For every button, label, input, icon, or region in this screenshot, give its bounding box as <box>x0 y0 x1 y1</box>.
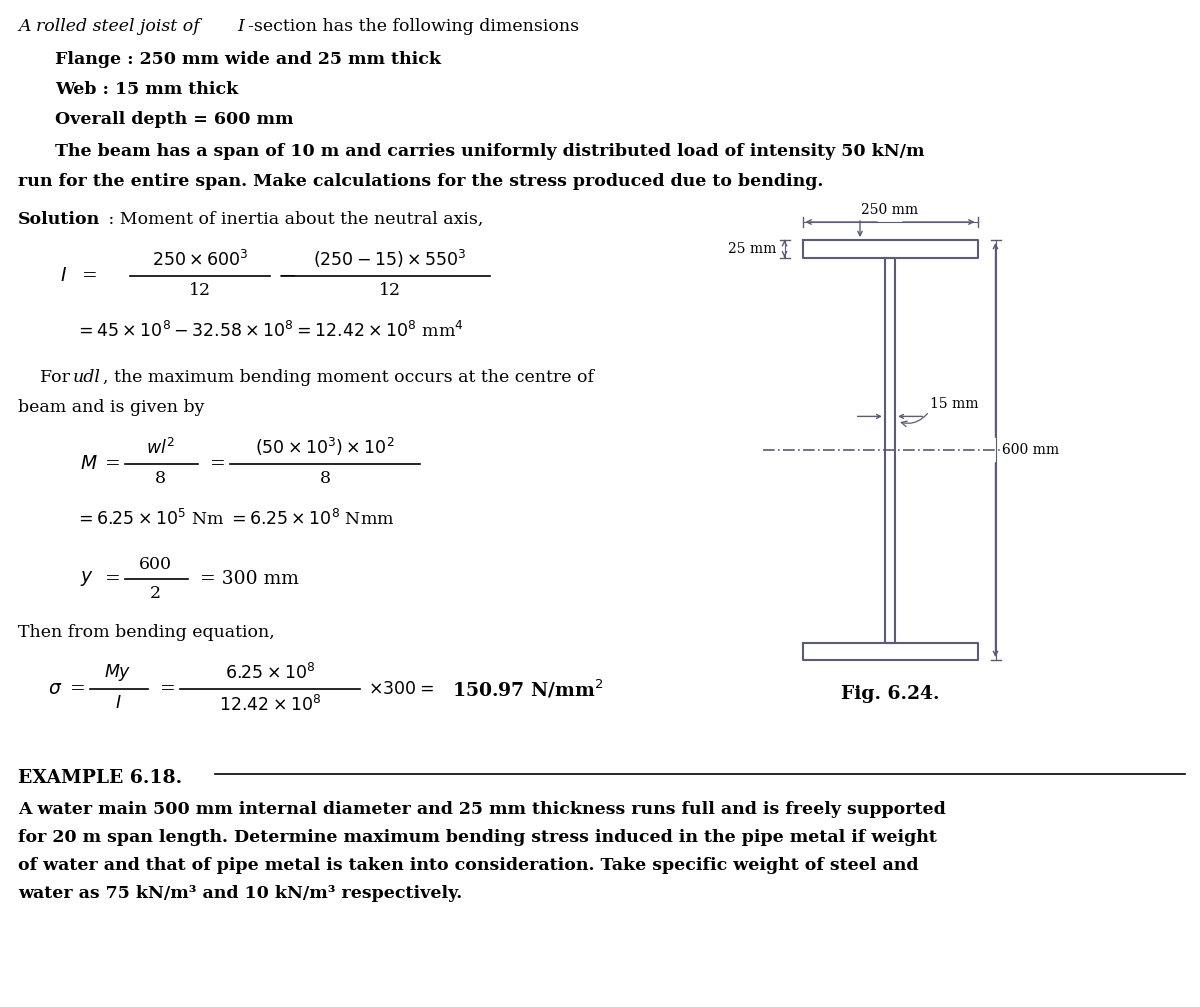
Text: I: I <box>238 18 244 35</box>
Text: $(50 \times 10^3) \times 10^2$: $(50 \times 10^3) \times 10^2$ <box>256 436 395 458</box>
Text: $I$: $I$ <box>115 695 121 712</box>
Text: Then from bending equation,: Then from bending equation, <box>18 624 275 641</box>
Text: beam and is given by: beam and is given by <box>18 399 204 416</box>
Text: $wl^2$: $wl^2$ <box>145 438 174 458</box>
Text: A water main 500 mm internal diameter and 25 mm thickness runs full and is freel: A water main 500 mm internal diameter an… <box>18 801 946 818</box>
Text: udl: udl <box>73 369 101 386</box>
Text: 2: 2 <box>150 585 161 602</box>
Text: of water and that of pipe metal is taken into consideration. Take specific weigh: of water and that of pipe metal is taken… <box>18 857 918 874</box>
Text: 12: 12 <box>379 282 401 299</box>
Text: $y$: $y$ <box>80 570 94 588</box>
Text: 150.97 N/mm$^2$: 150.97 N/mm$^2$ <box>452 678 604 700</box>
Text: $250 \times 600^3$: $250 \times 600^3$ <box>151 250 248 270</box>
Text: Overall depth = 600 mm: Overall depth = 600 mm <box>55 111 294 128</box>
Text: $(250 - 15) \times 550^3$: $(250 - 15) \times 550^3$ <box>313 248 467 270</box>
Text: 250 mm: 250 mm <box>862 203 918 217</box>
Text: 600: 600 <box>138 556 172 573</box>
Text: Web : 15 mm thick: Web : 15 mm thick <box>55 81 239 98</box>
Text: 25 mm: 25 mm <box>728 242 776 256</box>
Text: 15 mm: 15 mm <box>930 398 979 412</box>
Text: EXAMPLE 6.18.: EXAMPLE 6.18. <box>18 769 182 787</box>
Text: run for the entire span. Make calculations for the stress produced due to bendin: run for the entire span. Make calculatio… <box>18 173 823 190</box>
Text: 600 mm: 600 mm <box>1002 443 1058 457</box>
Text: =: = <box>106 455 121 473</box>
Text: Solution: Solution <box>18 211 101 228</box>
Text: $= 6.25 \times 10^5$ Nm $= 6.25 \times 10^8$ Nmm: $= 6.25 \times 10^5$ Nm $= 6.25 \times 1… <box>74 509 395 529</box>
Text: 8: 8 <box>319 470 330 487</box>
Text: : Moment of inertia about the neutral axis,: : Moment of inertia about the neutral ax… <box>103 211 484 228</box>
Text: =: = <box>82 267 97 285</box>
Text: $\times 300 = $: $\times 300 = $ <box>368 681 434 698</box>
Text: water as 75 kN/m³ and 10 kN/m³ respectively.: water as 75 kN/m³ and 10 kN/m³ respectiv… <box>18 885 462 902</box>
Text: 12: 12 <box>188 282 211 299</box>
Text: For: For <box>18 369 76 386</box>
Text: $My$: $My$ <box>104 662 132 683</box>
Text: $I$: $I$ <box>60 267 67 285</box>
Text: =: = <box>160 680 175 698</box>
Text: −: − <box>278 265 298 287</box>
Text: $6.25 \times 10^8$: $6.25 \times 10^8$ <box>224 663 316 683</box>
Text: for 20 m span length. Determine maximum bending stress induced in the pipe metal: for 20 m span length. Determine maximum … <box>18 829 937 846</box>
Text: Flange : 250 mm wide and 25 mm thick: Flange : 250 mm wide and 25 mm thick <box>55 51 442 68</box>
Text: The beam has a span of 10 m and carries uniformly distributed load of intensity : The beam has a span of 10 m and carries … <box>55 143 924 160</box>
Text: = 300 mm: = 300 mm <box>200 570 299 588</box>
Text: $\sigma$: $\sigma$ <box>48 680 62 698</box>
Text: =: = <box>106 570 121 588</box>
Text: A rolled steel joist of: A rolled steel joist of <box>18 18 205 35</box>
Text: $12.42 \times 10^8$: $12.42 \times 10^8$ <box>218 695 322 715</box>
Text: $= 45 \times 10^8 - 32.58 \times 10^8 = 12.42 \times 10^8$ mm$^4$: $= 45 \times 10^8 - 32.58 \times 10^8 = … <box>74 321 464 341</box>
Text: , the maximum bending moment occurs at the centre of: , the maximum bending moment occurs at t… <box>103 369 594 386</box>
Text: Fig. 6.24.: Fig. 6.24. <box>841 685 940 703</box>
Text: -section has the following dimensions: -section has the following dimensions <box>248 18 580 35</box>
Text: =: = <box>70 680 85 698</box>
Text: =: = <box>210 455 226 473</box>
Text: 8: 8 <box>155 470 166 487</box>
Text: $M$: $M$ <box>80 455 97 473</box>
